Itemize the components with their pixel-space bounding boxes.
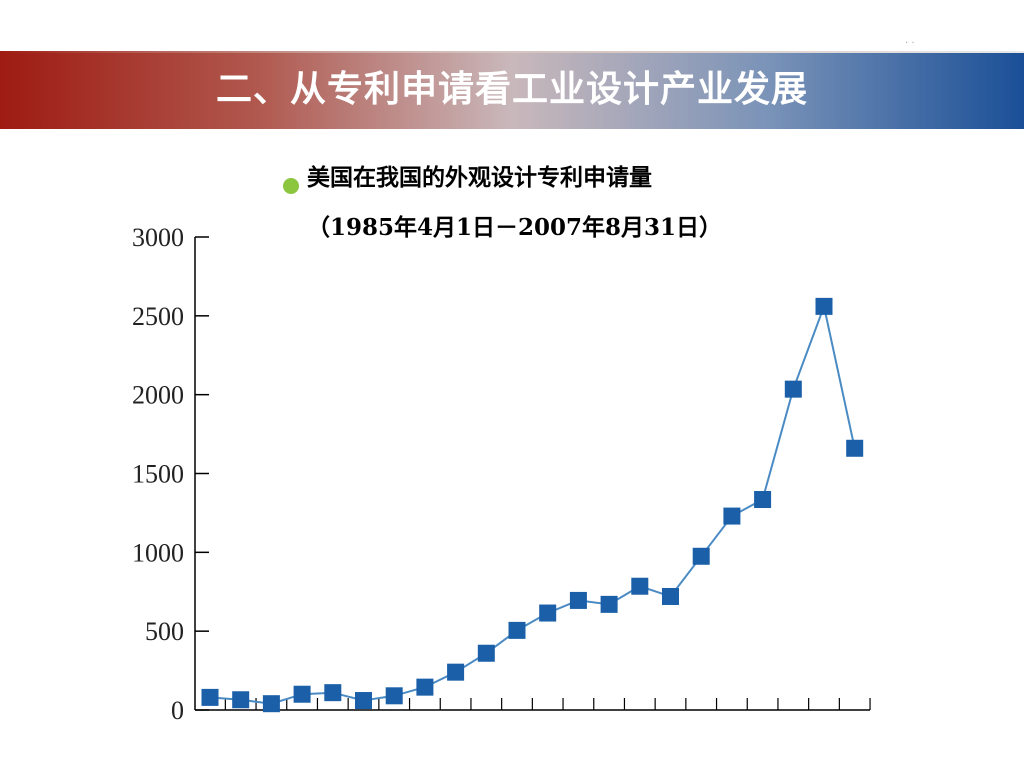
banner-top-line [0,51,1024,53]
y-tick-labels: 3000 2500 2000 1500 1000 500 0 [132,223,184,725]
corner-mark: · · [905,38,915,49]
y-tick-label: 2000 [132,381,184,410]
data-point [754,491,772,509]
data-point [262,695,280,713]
data-point [447,663,465,681]
data-point [232,691,250,709]
chart-subtitle: （1985年4月1日－2007年8月31日） [307,214,723,241]
data-point [201,688,219,706]
y-tick-label: 0 [171,696,184,725]
data-point [662,587,679,605]
data-point [293,685,311,703]
data-point [631,577,649,595]
data-point [385,687,403,705]
data-point [723,507,741,525]
data-point [477,644,495,662]
data-point [416,678,434,696]
y-tick-label: 2500 [132,302,184,331]
data-point [539,604,557,622]
chart-title: 美国在我国的外观设计专利申请量 [307,165,652,191]
y-tick-label: 3000 [132,223,184,252]
slide-title: 二、从专利申请看工业设计产业发展 [215,69,808,110]
data-point [784,380,802,398]
data-point [355,692,372,710]
chart-axes [194,236,871,711]
data-point [846,439,864,457]
y-tick-label: 500 [145,617,184,646]
data-point [692,547,710,565]
data-point [569,591,587,609]
title-banner [0,51,1024,129]
y-tick-label: 1000 [132,538,184,567]
data-point [600,595,618,613]
bullet-dot-icon [283,178,299,194]
data-point [815,297,833,315]
data-point [324,684,342,702]
y-tick-label: 1500 [132,460,184,489]
series-line [209,302,856,705]
data-point [508,621,526,639]
chart-series [201,297,864,713]
